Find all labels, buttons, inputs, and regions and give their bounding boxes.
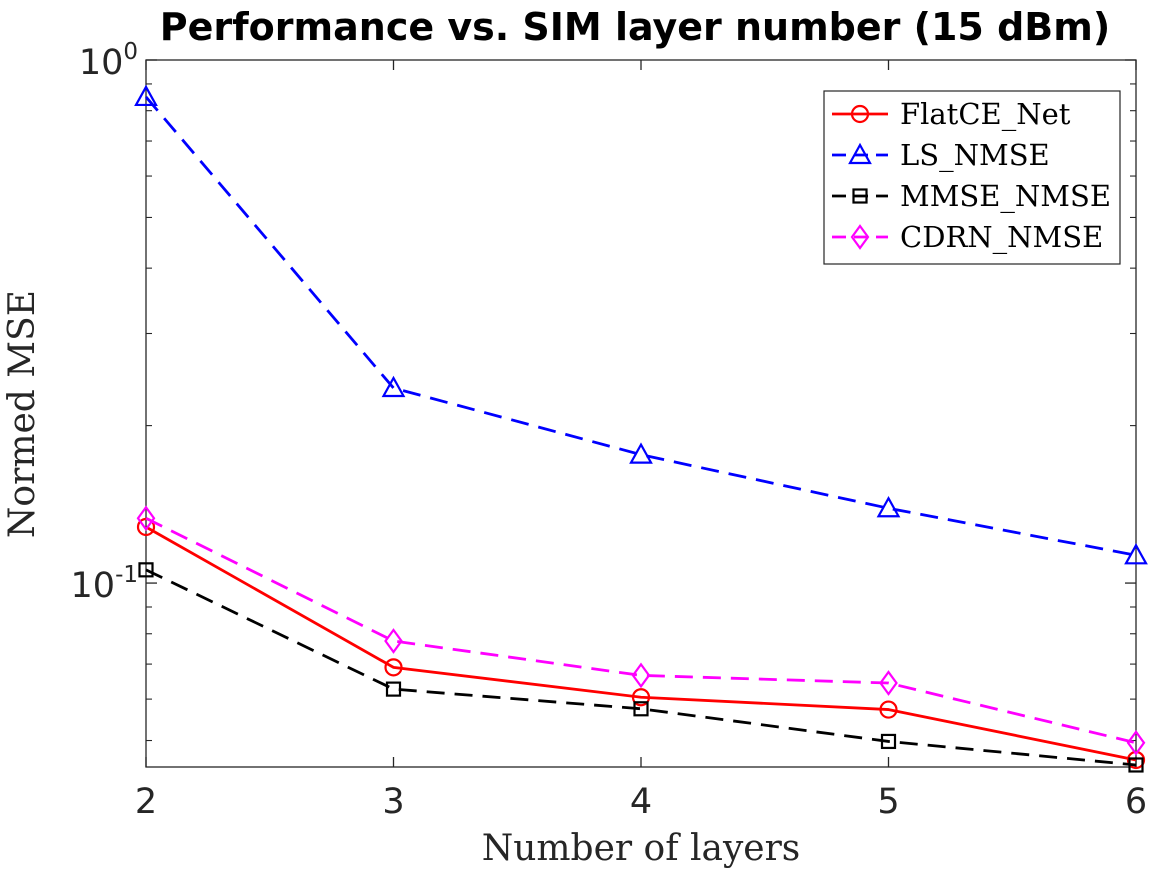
legend-marker-cdrn-nmse — [850, 224, 870, 250]
series-layer — [134, 84, 1148, 773]
data-point-ls-nmse — [381, 375, 406, 398]
data-point-mmse-nmse — [633, 701, 649, 717]
data-point-mmse-nmse — [1128, 757, 1144, 773]
data-point-mmse-nmse — [880, 733, 897, 750]
x-axis-label: Number of layers — [482, 828, 801, 869]
data-point-flatce-net — [879, 700, 898, 719]
data-point-ls-nmse — [134, 84, 158, 107]
legend-marker-mmse-nmse — [852, 188, 868, 204]
series-cdrn-nmse — [136, 505, 1146, 756]
y-tick-exponent: -1 — [115, 562, 138, 588]
legend-marker-ls-nmse — [848, 142, 872, 165]
series-ls-nmse — [134, 84, 1148, 565]
data-point-cdrn-nmse — [631, 662, 651, 689]
x-tick-label: 6 — [1125, 782, 1147, 822]
legend: FlatCE_Net LS_NMSE MMSE_NMSE CDRN_NMSE — [823, 90, 1121, 265]
data-point-mmse-nmse — [385, 681, 402, 697]
x-tick-label: 3 — [382, 782, 404, 822]
series-line-mmse-nmse — [145, 568, 1137, 767]
data-point-mmse-nmse — [138, 562, 154, 578]
y-tick-label: 100 — [79, 39, 138, 83]
series-mmse-nmse — [138, 562, 1144, 773]
legend-label-flatce-net: FlatCE_Net — [900, 97, 1071, 132]
x-tick-label: 4 — [630, 782, 652, 822]
y-tick-base: 10 — [79, 43, 124, 83]
data-point-ls-nmse — [876, 495, 901, 518]
legend-label-ls-nmse: LS_NMSE — [900, 138, 1050, 173]
y-axis-label: Normed MSE — [2, 290, 43, 538]
legend-label-mmse-nmse: MMSE_NMSE — [900, 179, 1111, 214]
y-tick-label: 10-1 — [71, 562, 138, 606]
x-tick-label: 5 — [877, 782, 899, 822]
series-line-ls-nmse — [144, 96, 1137, 557]
data-point-flatce-net — [631, 688, 651, 707]
series-line-cdrn-nmse — [145, 517, 1137, 745]
y-tick-base: 10 — [71, 566, 116, 606]
data-point-cdrn-nmse — [136, 505, 156, 532]
data-point-cdrn-nmse — [384, 628, 403, 654]
x-tick-label: 2 — [135, 782, 157, 822]
data-point-cdrn-nmse — [879, 670, 898, 696]
y-tick-exponent: 0 — [123, 39, 138, 65]
series-flatce-net — [136, 517, 1146, 770]
series-line-flatce-net — [145, 525, 1137, 762]
data-point-flatce-net — [384, 658, 403, 677]
data-point-cdrn-nmse — [1126, 729, 1146, 756]
legend-label-cdrn-nmse: CDRN_NMSE — [900, 220, 1103, 255]
data-point-ls-nmse — [1124, 543, 1148, 565]
legend-box — [823, 90, 1121, 265]
legend-marker-flatce-net — [850, 104, 870, 124]
data-point-ls-nmse — [629, 442, 653, 464]
chart-title: Performance vs. SIM layer number (15 dBm… — [160, 5, 1110, 49]
